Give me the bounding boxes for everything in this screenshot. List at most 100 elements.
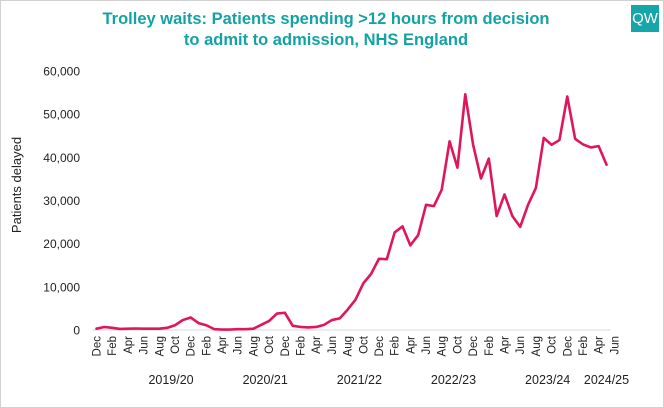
- data-point: [244, 328, 247, 331]
- data-point: [346, 308, 349, 311]
- data-point: [597, 145, 600, 148]
- data-point: [197, 322, 200, 325]
- y-tick-label: 50,000: [43, 108, 80, 122]
- data-point: [331, 319, 334, 322]
- x-tick-label: Oct: [264, 335, 276, 354]
- x-tick-label: Dec: [468, 336, 480, 357]
- y-tick-label: 0: [73, 324, 80, 338]
- data-point: [386, 258, 389, 261]
- data-point: [142, 327, 145, 330]
- data-point: [236, 328, 239, 331]
- x-tick-label: Feb: [296, 336, 308, 356]
- x-tick-label: Jun: [327, 336, 339, 355]
- data-point: [425, 204, 428, 207]
- data-point: [440, 188, 443, 191]
- data-point: [542, 137, 545, 140]
- data-point: [550, 144, 553, 147]
- data-point: [370, 273, 373, 276]
- x-tick-label: Jun: [233, 336, 245, 355]
- year-group-label: 2020/21: [243, 373, 288, 387]
- data-point: [472, 144, 475, 147]
- data-point: [252, 327, 255, 330]
- data-point: [409, 244, 412, 247]
- data-point: [174, 324, 177, 327]
- year-group-label: 2023/24: [525, 373, 570, 387]
- data-point: [299, 326, 302, 329]
- data-point: [519, 226, 522, 229]
- x-tick-label: Dec: [92, 336, 104, 357]
- data-point: [464, 93, 467, 96]
- series-line: [95, 93, 608, 331]
- x-tick-label: Dec: [186, 336, 198, 357]
- data-point: [378, 257, 381, 260]
- x-tick-label: Feb: [484, 336, 496, 356]
- data-point: [495, 215, 498, 218]
- chart-title-line-1: Trolley waits: Patients spending >12 hou…: [102, 10, 550, 28]
- data-point: [480, 177, 483, 180]
- data-point: [488, 157, 491, 160]
- y-tick-label: 30,000: [43, 194, 80, 208]
- data-point: [354, 298, 357, 301]
- x-tick-label: Oct: [170, 335, 182, 354]
- x-axis: Dec Feb Apr Jun Aug Oct Dec Feb Apr Jun Aug Oct Dec F…: [92, 335, 622, 356]
- data-point: [284, 311, 287, 314]
- data-point: [456, 166, 459, 169]
- data-point: [189, 316, 192, 319]
- data-point: [111, 327, 114, 330]
- data-point: [511, 215, 514, 218]
- data-point: [307, 326, 310, 329]
- x-tick-label: Jun: [515, 336, 527, 355]
- x-tick-label: Aug: [248, 336, 260, 356]
- data-point: [127, 327, 130, 330]
- x-tick-label: Apr: [311, 336, 323, 354]
- x-tick-label: Feb: [578, 336, 590, 356]
- y-tick-label: 60,000: [43, 65, 80, 79]
- data-point: [590, 146, 593, 149]
- x-tick-label: Jun: [139, 336, 151, 355]
- x-tick-label: Dec: [374, 336, 386, 357]
- data-point: [582, 143, 585, 146]
- data-point: [95, 327, 98, 330]
- chart-title: Trolley waits: Patients spending >12 hou…: [61, 9, 591, 51]
- data-point: [605, 163, 608, 166]
- data-point: [103, 326, 106, 329]
- x-tick-label: Apr: [594, 336, 606, 354]
- data-point: [205, 324, 208, 327]
- data-point: [558, 139, 561, 142]
- x-tick-label: Apr: [123, 336, 135, 354]
- x-tick-label: Feb: [107, 336, 119, 356]
- x-tick-label: Dec: [562, 336, 574, 357]
- data-point: [323, 324, 326, 327]
- data-point: [182, 319, 185, 322]
- y-tick-label: 20,000: [43, 237, 80, 251]
- data-point: [503, 193, 506, 196]
- x-tick-label: Jun: [421, 336, 433, 355]
- data-point: [362, 282, 365, 285]
- x-axis-year-labels: 2019/20 2020/21 2021/22 2022/23 2023/24 2024/…: [148, 373, 629, 387]
- data-point: [393, 231, 396, 234]
- data-point: [401, 225, 404, 228]
- data-point: [417, 234, 420, 237]
- data-point: [221, 328, 224, 331]
- x-tick-label: Apr: [405, 336, 417, 354]
- y-tick-label: 10,000: [43, 280, 80, 294]
- qw-logo: QW: [631, 5, 659, 32]
- x-tick-label: Jun: [609, 336, 621, 355]
- year-group-label: 2021/22: [337, 373, 382, 387]
- y-axis-label: Patients delayed: [9, 137, 24, 233]
- data-point: [260, 324, 263, 327]
- data-point: [119, 328, 122, 331]
- x-tick-label: Apr: [217, 336, 229, 354]
- data-point: [535, 187, 538, 190]
- data-point: [276, 312, 279, 315]
- data-point: [433, 205, 436, 208]
- data-point: [566, 95, 569, 98]
- data-point: [448, 140, 451, 143]
- x-tick-label: Feb: [390, 336, 402, 356]
- data-point: [150, 327, 153, 330]
- data-point: [315, 326, 318, 329]
- x-tick-label: Apr: [500, 336, 512, 354]
- x-tick-label: Aug: [531, 336, 543, 356]
